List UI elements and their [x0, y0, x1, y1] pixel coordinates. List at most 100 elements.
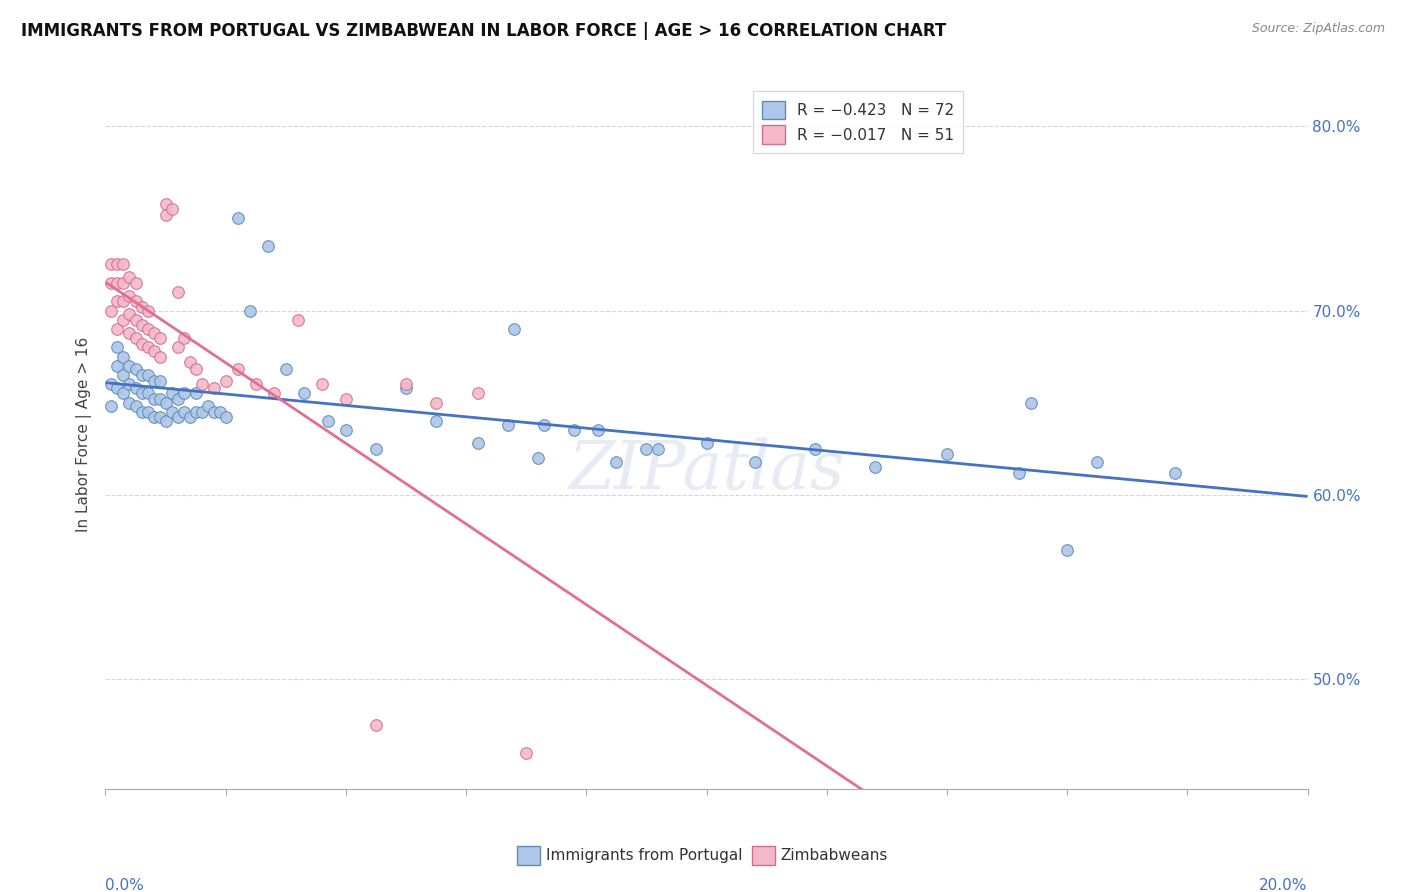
Point	[124, 276, 146, 290]
Point	[107, 294, 129, 309]
Point	[335, 392, 357, 406]
Point	[202, 381, 225, 395]
Point	[239, 303, 262, 318]
Point	[467, 436, 489, 450]
Point	[166, 340, 188, 354]
Point	[155, 414, 177, 428]
Point	[208, 405, 231, 419]
Point	[118, 270, 141, 285]
Point	[364, 718, 387, 732]
Point	[160, 405, 183, 419]
Point	[527, 450, 550, 465]
Point	[155, 196, 177, 211]
Point	[647, 442, 669, 456]
Point	[184, 386, 207, 401]
Point	[287, 312, 309, 326]
Y-axis label: In Labor Force | Age > 16: In Labor Force | Age > 16	[76, 337, 93, 533]
Point	[112, 276, 135, 290]
Point	[173, 331, 195, 345]
Point	[107, 257, 129, 271]
Point	[131, 336, 153, 351]
Text: Immigrants from Portugal: Immigrants from Portugal	[546, 848, 742, 863]
Point	[1085, 454, 1108, 468]
Point	[202, 405, 225, 419]
Point	[636, 442, 658, 456]
Point	[588, 423, 610, 437]
Point	[166, 285, 188, 299]
Point	[179, 355, 201, 369]
Point	[148, 374, 170, 388]
Point	[112, 312, 135, 326]
Point	[226, 211, 249, 226]
Point	[100, 377, 122, 392]
Point	[136, 303, 159, 318]
Point	[124, 294, 146, 309]
Text: 0.0%: 0.0%	[105, 878, 145, 892]
Point	[197, 399, 219, 413]
Point	[131, 386, 153, 401]
Point	[316, 414, 339, 428]
Point	[124, 312, 146, 326]
Point	[173, 386, 195, 401]
Point	[503, 322, 526, 336]
Point	[118, 395, 141, 409]
Point	[184, 362, 207, 376]
Point	[136, 405, 159, 419]
Point	[1164, 466, 1187, 480]
Text: 20.0%: 20.0%	[1260, 878, 1308, 892]
Text: Source: ZipAtlas.com: Source: ZipAtlas.com	[1251, 22, 1385, 36]
Point	[605, 454, 627, 468]
Point	[131, 318, 153, 333]
Point	[118, 326, 141, 340]
Point	[148, 331, 170, 345]
Point	[136, 386, 159, 401]
Point	[245, 377, 267, 392]
Point	[166, 392, 188, 406]
Point	[142, 410, 165, 425]
Point	[190, 377, 212, 392]
Point	[100, 399, 122, 413]
Point	[863, 460, 886, 475]
Legend: R = −0.423   N = 72, R = −0.017   N = 51: R = −0.423 N = 72, R = −0.017 N = 51	[752, 92, 963, 153]
Point	[166, 410, 188, 425]
Point	[1008, 466, 1031, 480]
Point	[100, 257, 122, 271]
Point	[124, 381, 146, 395]
Point	[1019, 395, 1042, 409]
Point	[112, 350, 135, 364]
Point	[562, 423, 585, 437]
Point	[112, 257, 135, 271]
Point	[155, 395, 177, 409]
Point	[148, 392, 170, 406]
Point	[100, 303, 122, 318]
Point	[533, 417, 555, 432]
Point	[118, 307, 141, 321]
Point	[131, 368, 153, 382]
Point	[107, 276, 129, 290]
Point	[496, 417, 519, 432]
Point	[124, 362, 146, 376]
Point	[364, 442, 387, 456]
Point	[274, 362, 297, 376]
Point	[124, 331, 146, 345]
Point	[184, 405, 207, 419]
Point	[696, 436, 718, 450]
Point	[118, 377, 141, 392]
Point	[936, 447, 959, 461]
Text: IMMIGRANTS FROM PORTUGAL VS ZIMBABWEAN IN LABOR FORCE | AGE > 16 CORRELATION CHA: IMMIGRANTS FROM PORTUGAL VS ZIMBABWEAN I…	[21, 22, 946, 40]
Point	[100, 276, 122, 290]
Point	[112, 294, 135, 309]
Point	[155, 208, 177, 222]
Point	[131, 405, 153, 419]
Point	[148, 350, 170, 364]
Point	[803, 442, 825, 456]
Point	[142, 344, 165, 359]
Point	[136, 322, 159, 336]
Point	[425, 414, 447, 428]
Point	[395, 377, 418, 392]
Point	[107, 359, 129, 373]
Point	[131, 300, 153, 314]
Point	[214, 410, 236, 425]
Point	[136, 340, 159, 354]
Point	[173, 405, 195, 419]
